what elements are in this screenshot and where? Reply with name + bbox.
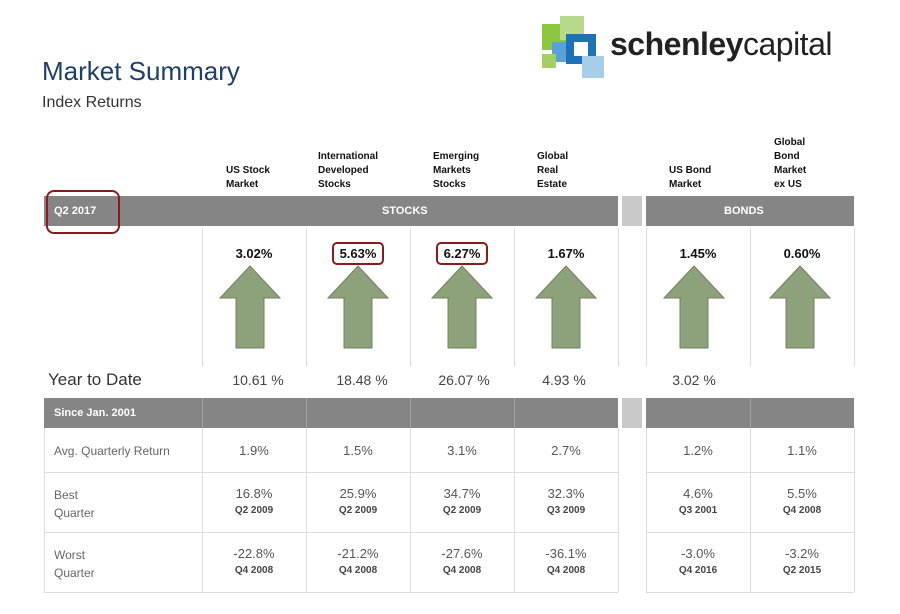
avg-value: 3.1% xyxy=(447,443,477,458)
worst-quarter: Q4 2008 xyxy=(338,565,378,576)
ytd-label: Year to Date xyxy=(48,370,142,389)
ytd-value: 4.93 % xyxy=(542,372,586,388)
worst-value: -21.2% xyxy=(337,546,379,561)
logo-text-bold: schenley xyxy=(610,26,743,62)
quarter-return: 5.63% xyxy=(306,242,410,265)
divider xyxy=(618,428,619,592)
divider xyxy=(514,228,515,366)
period-highlight-circle xyxy=(46,190,120,234)
page-title: Market Summary xyxy=(42,56,240,86)
logo-text: schenleycapital xyxy=(610,26,832,63)
period-label: Q2 2017 xyxy=(54,205,97,217)
since-label: Since Jan. 2001 xyxy=(54,407,136,419)
best-quarter: Q2 2009 xyxy=(338,505,378,516)
best-value: 34.7% xyxy=(443,486,481,501)
row-label-best: Best Quarter xyxy=(54,488,95,520)
best-value: 25.9% xyxy=(339,486,377,501)
divider xyxy=(202,228,203,366)
since-header-bar: Since Jan. 2001 xyxy=(44,398,618,428)
worst-value: -22.8% xyxy=(233,546,275,561)
divider xyxy=(514,398,515,428)
worst-quarter: Q2 2015 xyxy=(782,565,822,576)
column-header: US Bond Market xyxy=(669,165,712,190)
best-quarter: Q2 2009 xyxy=(442,505,482,516)
column-header: International Developed Stocks xyxy=(318,151,379,190)
avg-value: 1.2% xyxy=(683,443,713,458)
row-divider xyxy=(44,472,618,473)
quarter-return: 1.67% xyxy=(547,246,585,261)
up-arrow-icon xyxy=(430,265,494,349)
best-quarter: Q4 2008 xyxy=(782,505,822,516)
divider xyxy=(750,398,751,428)
column-header: Global Bond Market ex US xyxy=(774,137,807,190)
up-arrow-icon xyxy=(218,265,282,349)
up-arrow-icon xyxy=(534,265,598,349)
divider xyxy=(202,428,203,592)
divider xyxy=(854,228,855,366)
logo-mark-icon xyxy=(542,16,604,78)
worst-quarter: Q4 2008 xyxy=(442,565,482,576)
divider xyxy=(854,428,855,592)
stocks-label: STOCKS xyxy=(382,205,428,217)
worst-value: -3.0% xyxy=(681,546,715,561)
ytd-value: 10.61 % xyxy=(232,372,284,388)
avg-value: 1.1% xyxy=(787,443,817,458)
avg-value: 1.9% xyxy=(239,443,269,458)
divider xyxy=(410,428,411,592)
divider xyxy=(514,428,515,592)
divider xyxy=(306,428,307,592)
best-value: 4.6% xyxy=(683,486,713,501)
column-header: Global Real Estate xyxy=(537,151,569,190)
worst-quarter: Q4 2016 xyxy=(678,565,718,576)
divider xyxy=(750,228,751,366)
row-divider xyxy=(44,532,618,533)
worst-value: -3.2% xyxy=(785,546,819,561)
quarter-return: 0.60% xyxy=(783,246,821,261)
divider xyxy=(750,428,751,592)
stocks-header-bar: Q2 2017 STOCKS xyxy=(44,196,618,226)
logo-text-light: capital xyxy=(742,26,833,62)
divider xyxy=(410,398,411,428)
divider xyxy=(44,428,45,592)
best-quarter: Q2 2009 xyxy=(234,505,274,516)
divider xyxy=(410,228,411,366)
best-quarter: Q3 2009 xyxy=(546,505,586,516)
worst-value: -27.6% xyxy=(441,546,483,561)
divider xyxy=(202,398,203,428)
quarter-return: 3.02% xyxy=(235,246,273,261)
bar-gap xyxy=(622,398,642,428)
bar-gap xyxy=(622,196,642,226)
bonds-label: BONDS xyxy=(724,205,764,217)
column-header: Emerging Markets Stocks xyxy=(433,151,480,190)
divider xyxy=(306,228,307,366)
ytd-value: 18.48 % xyxy=(336,372,388,388)
worst-quarter: Q4 2008 xyxy=(546,565,586,576)
divider xyxy=(306,398,307,428)
up-arrow-icon xyxy=(662,265,726,349)
best-value: 32.3% xyxy=(547,486,585,501)
quarter-return: 6.27% xyxy=(410,242,514,265)
best-value: 16.8% xyxy=(235,486,273,501)
bonds-header-bar: BONDS xyxy=(646,196,854,226)
page-subtitle: Index Returns xyxy=(42,94,142,111)
worst-value: -36.1% xyxy=(545,546,587,561)
up-arrow-icon xyxy=(326,265,390,349)
row-divider xyxy=(44,592,618,593)
divider xyxy=(646,228,647,366)
row-label-avg: Avg. Quarterly Return xyxy=(54,444,170,458)
divider xyxy=(618,228,619,366)
ytd-value: 3.02 % xyxy=(672,372,716,388)
up-arrow-icon xyxy=(768,265,832,349)
worst-quarter: Q4 2008 xyxy=(234,565,274,576)
avg-value: 1.5% xyxy=(343,443,373,458)
row-label-worst: Worst Quarter xyxy=(54,548,95,580)
row-divider xyxy=(646,592,854,593)
best-quarter: Q3 2001 xyxy=(678,505,718,516)
avg-value: 2.7% xyxy=(551,443,581,458)
column-header: US Stock Market xyxy=(226,165,270,190)
ytd-value: 26.07 % xyxy=(438,372,490,388)
best-value: 5.5% xyxy=(787,486,817,501)
divider xyxy=(646,428,647,592)
quarter-return: 1.45% xyxy=(679,246,717,261)
